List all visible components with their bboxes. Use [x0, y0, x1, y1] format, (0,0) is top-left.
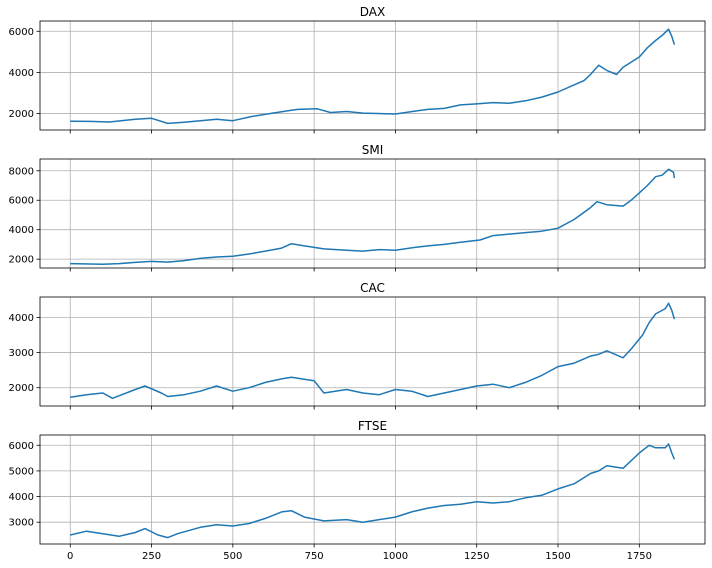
x-tick-label: 0 [67, 551, 73, 562]
y-tick-label: 8000 [9, 166, 34, 177]
y-tick-label: 3000 [9, 518, 34, 529]
axes-frame [39, 296, 706, 407]
ftse-chart: 3000 4000 5000 6000 0 250 500 750 1000 1250 1500 17… [9, 419, 706, 562]
y-tick-label: 4000 [9, 225, 34, 236]
y-tick-label: 3000 [9, 348, 34, 359]
y-tick-label: 6000 [9, 196, 34, 207]
y-tick-label: 4000 [9, 68, 34, 79]
x-tick-label: 1750 [627, 551, 652, 562]
chart-title: CAC [360, 281, 385, 295]
x-tick-label: 1000 [383, 551, 408, 562]
y-tick-label: 2000 [9, 255, 34, 266]
y-tick-label: 5000 [9, 466, 34, 477]
chart-title: FTSE [358, 419, 387, 433]
x-tick-label: 1250 [464, 551, 489, 562]
x-tick-label: 500 [223, 551, 242, 562]
y-tick-label: 4000 [9, 492, 34, 503]
axes-frame [39, 20, 706, 131]
series-line [70, 28, 676, 125]
axes-frame [39, 434, 706, 545]
chart-title: DAX [360, 5, 385, 19]
x-tick-label: 250 [142, 551, 161, 562]
x-tick-label: 1500 [545, 551, 570, 562]
y-tick-label: 4000 [9, 313, 34, 324]
axes-frame [39, 158, 706, 269]
dax-chart: 2000 4000 6000 DAX [9, 5, 706, 134]
cac-chart: 2000 3000 4000 CAC [9, 281, 706, 410]
smi-chart: 2000 4000 6000 8000 SMI [9, 143, 706, 272]
chart-title: SMI [362, 143, 384, 157]
series-line [70, 168, 676, 266]
series-line [70, 443, 676, 539]
y-tick-label: 6000 [9, 27, 34, 38]
y-tick-label: 2000 [9, 109, 34, 120]
series-line [70, 302, 676, 400]
x-tick-label: 750 [305, 551, 324, 562]
y-tick-label: 6000 [9, 441, 34, 452]
y-tick-label: 2000 [9, 383, 34, 394]
